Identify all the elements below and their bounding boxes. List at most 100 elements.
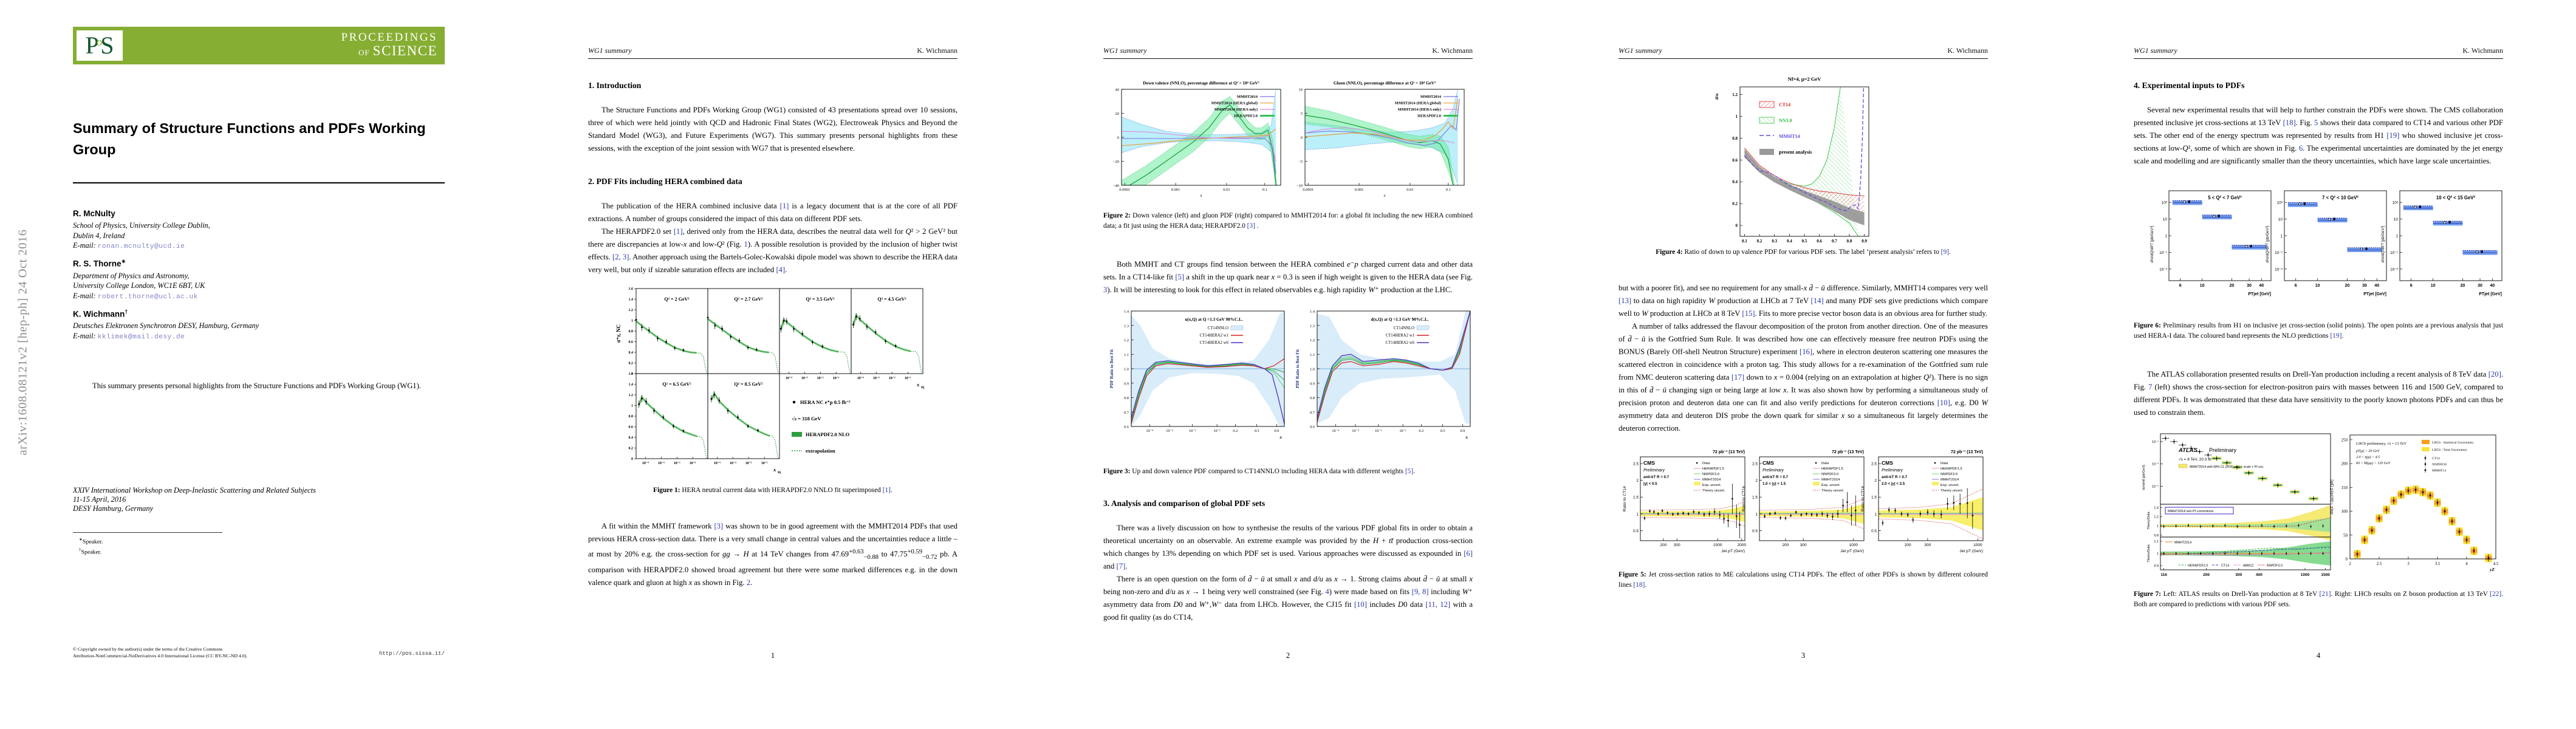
citation-link[interactable]: 2 (746, 578, 751, 587)
svg-text:Theory uncert.: Theory uncert. (1941, 489, 1964, 493)
citation-link[interactable]: [1] (882, 487, 891, 494)
svg-text:10⁻⁴: 10⁻⁴ (857, 377, 864, 380)
citation-link[interactable]: [3] (1247, 222, 1255, 230)
citation-link[interactable]: [16] (1799, 347, 1813, 356)
author-email-link[interactable]: robert.thorne@ucl.ac.uk (97, 293, 198, 301)
svg-text:10⁻¹: 10⁻¹ (2275, 251, 2283, 255)
citation-link[interactable]: [15] (1742, 309, 1755, 318)
arxiv-sidebar-label: arXiv:1608.08121v2 [hep-ph] 24 Oct 2016 (16, 229, 30, 456)
svg-text:HERAPDF2.0: HERAPDF2.0 (2188, 564, 2208, 568)
svg-text:1.4: 1.4 (2154, 506, 2159, 510)
svg-text:1.2: 1.2 (2154, 516, 2159, 519)
citation-link[interactable]: [13] (1619, 296, 1632, 305)
svg-text:10⁻³: 10⁻³ (658, 462, 665, 465)
figure-caption: Figure 6: Preliminary results from H1 on… (2134, 322, 2503, 340)
svg-text:HERAPDF1.5: HERAPDF1.5 (1702, 467, 1724, 471)
citation-link[interactable]: [5] (1405, 468, 1414, 475)
svg-text:20: 20 (2461, 284, 2465, 288)
author-email-row: E-mail: ronan.mcnulty@ucd.ie (73, 241, 185, 250)
svg-text:0.8: 0.8 (1310, 396, 1315, 400)
citation-link[interactable]: 7 (2148, 383, 2153, 391)
svg-text:40: 40 (2490, 284, 2495, 288)
svg-text:0.5: 0.5 (1871, 529, 1877, 533)
citation-link[interactable]: [7] (1116, 562, 1126, 570)
header-rule (2134, 58, 2503, 59)
citation-link[interactable]: [5] (1175, 273, 1185, 281)
citation-link[interactable]: 3 (1103, 286, 1108, 294)
citation-link[interactable]: [22] (2490, 590, 2502, 598)
running-header-left: WG1 summary (588, 46, 632, 55)
svg-text:7 < Q² < 10 GeV²: 7 < Q² < 10 GeV² (2322, 195, 2358, 200)
author-affiliation: Deutsches Elektronen Synchrotron DESY, H… (73, 321, 259, 330)
citation-link[interactable]: [19] (2330, 332, 2342, 340)
svg-text:yZ: yZ (2489, 567, 2495, 572)
citation-link[interactable]: [10] (1354, 600, 1367, 609)
author-name: K. Wichmann† (73, 308, 128, 319)
citation-link[interactable]: [3] (714, 522, 724, 530)
svg-text:10: 10 (2315, 284, 2320, 288)
svg-text:PDF Ratio to Best Fit: PDF Ratio to Best Fit (1295, 349, 1300, 388)
fig7-figure: 10⁻¹ 10⁻³ 10⁻⁵ ATLAS Preliminary √s = 8 TeV, … (2134, 426, 2503, 582)
author-name: R. McNulty (73, 209, 115, 218)
svg-text:2: 2 (1636, 479, 1639, 483)
citation-link[interactable]: [6] (1464, 549, 1473, 558)
author-list: R. McNulty School of Physics, University … (73, 209, 445, 349)
svg-text:0.8: 0.8 (1124, 396, 1129, 400)
svg-text:2: 2 (2349, 561, 2351, 566)
citation-link[interactable]: [21] (2319, 590, 2331, 598)
section-heading: 3. Analysis and comparison of global PDF… (1103, 499, 1266, 508)
author-email-link[interactable]: kklimek@mail.desy.de (97, 333, 185, 341)
citation-link[interactable]: [2, 3] (612, 253, 629, 261)
svg-text:0.8: 0.8 (1732, 136, 1738, 141)
svg-text:2.0 < |y| < 2.5: 2.0 < |y| < 2.5 (1882, 482, 1905, 486)
svg-text:d²σ/dQ²dPT [pb/GeV³]: d²σ/dQ²dPT [pb/GeV³] (2266, 225, 2270, 262)
citation-link[interactable]: [1] (779, 202, 789, 210)
svg-text:CT14NNLO: CT14NNLO (1394, 326, 1414, 330)
svg-text:d/u: d/u (1714, 94, 1719, 100)
svg-text:|y| < 0.5: |y| < 0.5 (1643, 482, 1657, 486)
author-affiliation: Department of Physics and Astronomy, Univ… (73, 271, 205, 290)
citation-link[interactable]: 5 (2314, 118, 2318, 127)
svg-text:20: 20 (1115, 112, 1120, 116)
fig7-chart: 10⁻¹ 10⁻³ 10⁻⁵ ATLAS Preliminary √s = 8 TeV, … (2142, 433, 2499, 582)
citation-link[interactable]: [17] (1731, 373, 1745, 382)
citation-link[interactable]: [18] (2283, 118, 2296, 127)
svg-text:anti-kT R = 0.7: anti-kT R = 0.7 (1643, 475, 1670, 479)
svg-text:−5: −5 (1298, 160, 1303, 164)
figure-caption: Figure 3: Up and down valence PDF compar… (1103, 468, 1416, 475)
citation-link[interactable]: [11, 12] (1425, 600, 1451, 609)
citation-link[interactable]: [20] (2488, 370, 2501, 378)
citation-link[interactable]: [19] (2386, 131, 2400, 140)
svg-text:−40: −40 (1113, 184, 1119, 188)
citation-link[interactable]: [1] (673, 227, 683, 236)
svg-text:1: 1 (631, 320, 633, 323)
svg-text:200: 200 (1660, 543, 1667, 547)
running-header-left: WG1 summary (1619, 46, 1662, 55)
svg-text:3: 3 (2407, 561, 2410, 566)
author-email-link[interactable]: ronan.mcnulty@ucd.ie (97, 243, 185, 250)
svg-text:LHCb - Statistical Uncertainty: LHCb - Statistical Uncertainty (2432, 441, 2474, 445)
svg-text:extrapolation: extrapolation (806, 448, 835, 454)
svg-text:10⁻²: 10⁻² (674, 462, 680, 465)
svg-text:72 pb⁻¹ (13 TeV): 72 pb⁻¹ (13 TeV) (1832, 450, 1864, 454)
page-2-content: WG1 summary K. Wichmann Down valence (NN… (1103, 0, 1473, 624)
citation-link[interactable]: [9] (1941, 248, 1949, 256)
svg-text:Q² = 8.5 GeV²: Q² = 8.5 GeV² (734, 382, 763, 387)
citation-link[interactable]: 6 (2298, 144, 2303, 152)
citation-link[interactable]: [10] (1937, 399, 1950, 407)
citation-link[interactable]: [18] (1633, 581, 1645, 589)
citation-link[interactable]: 4 (1325, 587, 1329, 596)
citation-link[interactable]: [9, 8] (1411, 587, 1429, 596)
svg-text:40: 40 (2259, 284, 2264, 288)
publisher-url-link[interactable]: http://pos.sissa.it/ (379, 651, 445, 657)
svg-text:0: 0 (1301, 136, 1303, 140)
citation-link[interactable]: 1 (744, 240, 748, 248)
footnote-rule (73, 532, 222, 533)
citation-link[interactable]: [4] (776, 265, 786, 274)
svg-text:Down valence (NNLO), percentag: Down valence (NNLO), percentage differen… (1143, 81, 1259, 86)
citation-link[interactable]: [14] (1810, 296, 1824, 305)
svg-text:1.2: 1.2 (629, 394, 634, 397)
svg-text:MMHT14: MMHT14 (1779, 134, 1800, 139)
fig6-chart: 10² 10 1 10⁻¹ 10⁻² 6 10 20 30 40 5 < Q² < 7 GeV² d²… (2150, 190, 2502, 296)
